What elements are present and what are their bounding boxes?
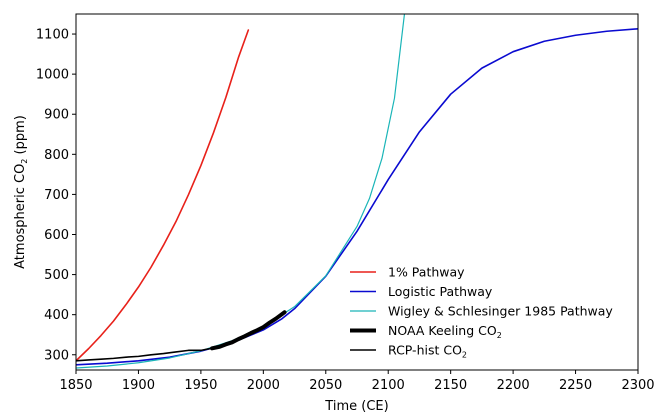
legend-label-1: Logistic Pathway <box>388 284 493 299</box>
legend: 1% Pathway Logistic Pathway Wigley & Schle… <box>350 265 613 360</box>
y-tick-label: 700 <box>44 188 69 203</box>
x-tick-label: 1850 <box>59 378 92 393</box>
x-tick-label: 2050 <box>309 378 342 393</box>
y-tick-label: 800 <box>44 148 69 163</box>
y-axis-label: Atmospheric CO2 (ppm) <box>13 115 29 269</box>
legend-label-3: NOAA Keeling CO2 <box>388 323 502 340</box>
plot-frame <box>75 13 639 371</box>
y-tick-label: 1000 <box>36 68 69 83</box>
x-tick-label: 1900 <box>122 378 155 393</box>
y-tick-label: 500 <box>44 268 69 283</box>
y-tick-label: 300 <box>44 348 69 363</box>
y-axis: 300 400 500 600 700 800 900 1000 1100 <box>36 28 76 363</box>
x-axis: 1850 1900 1950 2000 2050 2100 2150 2200 2250 2300 <box>59 370 655 393</box>
legend-label-2: Wigley & Schlesinger 1985 Pathway <box>388 304 613 319</box>
y-tick-label: 600 <box>44 228 69 243</box>
plot-lines <box>76 14 638 369</box>
x-tick-label: 2100 <box>372 378 405 393</box>
x-axis-label: Time (CE) <box>324 399 388 413</box>
series-line-0 <box>76 29 250 362</box>
y-tick-label: 900 <box>44 108 69 123</box>
legend-label-4: RCP-hist CO2 <box>388 343 467 360</box>
y-tick-label: 1100 <box>36 28 69 43</box>
x-tick-label: 2300 <box>621 378 654 393</box>
x-tick-label: 2200 <box>497 378 530 393</box>
x-tick-label: 2000 <box>247 378 280 393</box>
y-tick-label: 400 <box>44 308 69 323</box>
series-line-3 <box>210 310 287 351</box>
series-line-2 <box>76 14 406 369</box>
x-tick-label: 2250 <box>559 378 592 393</box>
x-tick-label: 2150 <box>434 378 467 393</box>
legend-label-0: 1% Pathway <box>388 265 465 280</box>
x-tick-label: 1950 <box>184 378 217 393</box>
series-line-4 <box>76 321 271 362</box>
